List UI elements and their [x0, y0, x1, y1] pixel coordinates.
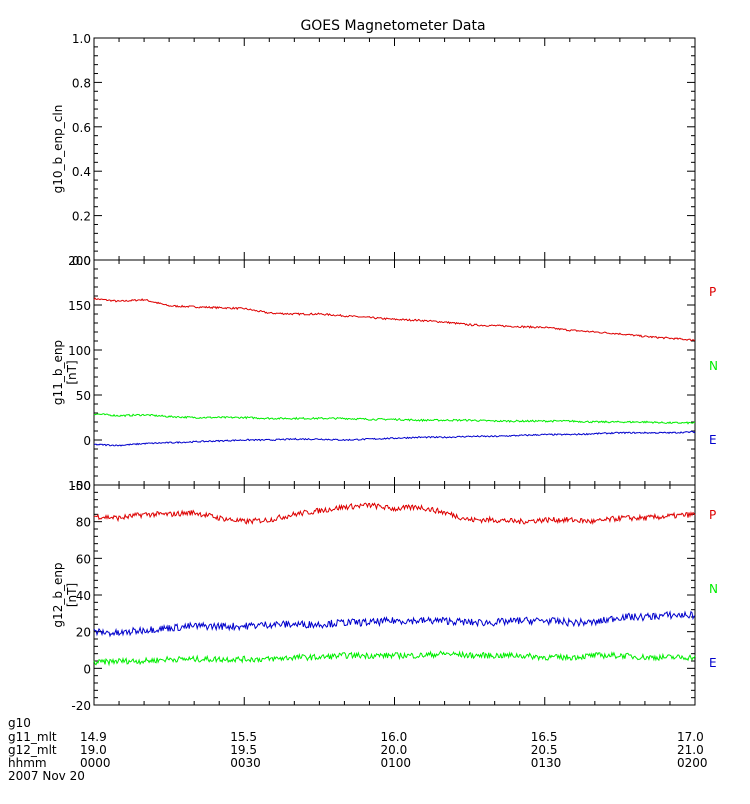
- footer-value-g11-mlt-0: 14.9: [80, 730, 107, 744]
- ytick-label-1-2: 50: [76, 389, 91, 403]
- footer-value-g12-mlt-3: 20.5: [530, 743, 558, 757]
- ytick-label-1-0: -50: [71, 479, 91, 493]
- footer-value-g12-mlt-2: 20.0: [380, 743, 408, 757]
- footer-row-label-hhmm: hhmm: [8, 756, 47, 770]
- footer-value-g11-mlt-4: 17.0: [677, 730, 704, 744]
- series-e-line-2: [93, 610, 696, 638]
- panel-frame-0: [93, 37, 696, 261]
- footer-row-label-g12-mlt: g12_mlt: [8, 743, 57, 757]
- footer-value-hhmm-3: 0130: [530, 756, 562, 770]
- footer-value-g12-mlt-1: 19.5: [230, 743, 257, 757]
- ytick-label-1-3: 100: [68, 344, 91, 358]
- ytick-label-2-5: 80: [76, 516, 91, 530]
- footer-value-g12-mlt-0: 19.0: [80, 743, 107, 757]
- ytick-label-0-4: 0.8: [72, 76, 91, 90]
- ylabel-0: g10_b_enp_cln: [51, 105, 65, 194]
- ytick-label-0-5: 1.0: [72, 32, 91, 46]
- footer-row-label-g11-mlt: g11_mlt: [8, 730, 57, 744]
- footer-value-g11-mlt-1: 15.5: [230, 730, 257, 744]
- footer-value-hhmm-1: 0030: [230, 756, 261, 770]
- footer-value-hhmm-2: 0100: [380, 756, 412, 770]
- ytick-label-0-0: 0.0: [72, 254, 91, 268]
- footer-value-g11-mlt-2: 16.0: [380, 730, 408, 744]
- footer-date: 2007 Nov 20: [8, 769, 85, 783]
- legend-n-1: N: [709, 359, 718, 373]
- footer-value-hhmm-0: 0000: [80, 756, 111, 770]
- series-e-line-1: [93, 430, 696, 447]
- legend-n-2: N: [709, 582, 718, 596]
- ytick-label-0-1: 0.2: [72, 210, 91, 224]
- ytick-label-2-1: 0: [83, 662, 91, 676]
- legend-e-2: E: [709, 656, 717, 670]
- ytick-label-0-2: 0.4: [72, 165, 91, 179]
- ytick-label-0-3: 0.6: [72, 121, 91, 135]
- legend-p-2: P: [709, 508, 716, 522]
- yunit-2: [nT]: [65, 583, 79, 607]
- ytick-label-2-6: 100: [68, 479, 91, 493]
- ytick-label-2-2: 20: [76, 626, 91, 640]
- ylabel-2: g12_b_enp: [51, 562, 65, 627]
- series-n-line-1: [93, 413, 696, 425]
- footer-value-g12-mlt-4: 21.0: [677, 743, 704, 757]
- legend-e-1: E: [709, 433, 717, 447]
- footer-row-label-g10: g10: [8, 716, 31, 730]
- ytick-label-2-3: 40: [76, 589, 91, 603]
- ytick-label-2-0: -20: [71, 699, 91, 713]
- chart-title: GOES Magnetometer Data: [300, 18, 485, 34]
- series-p-line-1: [93, 297, 696, 342]
- series-n-line-2: [93, 650, 696, 667]
- ytick-label-1-5: 200: [68, 254, 91, 268]
- panel-frame-2: [93, 484, 696, 706]
- yunit-1: [nT]: [65, 360, 79, 384]
- legend-p-1: P: [709, 285, 716, 299]
- series-p-line-2: [93, 502, 696, 526]
- ylabel-1: g11_b_enp: [51, 340, 65, 405]
- ytick-label-2-4: 60: [76, 552, 91, 566]
- panel-frame-1: [93, 259, 696, 486]
- ytick-label-1-1: 0: [83, 434, 91, 448]
- ytick-label-1-4: 150: [68, 299, 91, 313]
- footer-value-g11-mlt-3: 16.5: [530, 730, 558, 744]
- footer-value-hhmm-4: 0200: [677, 756, 708, 770]
